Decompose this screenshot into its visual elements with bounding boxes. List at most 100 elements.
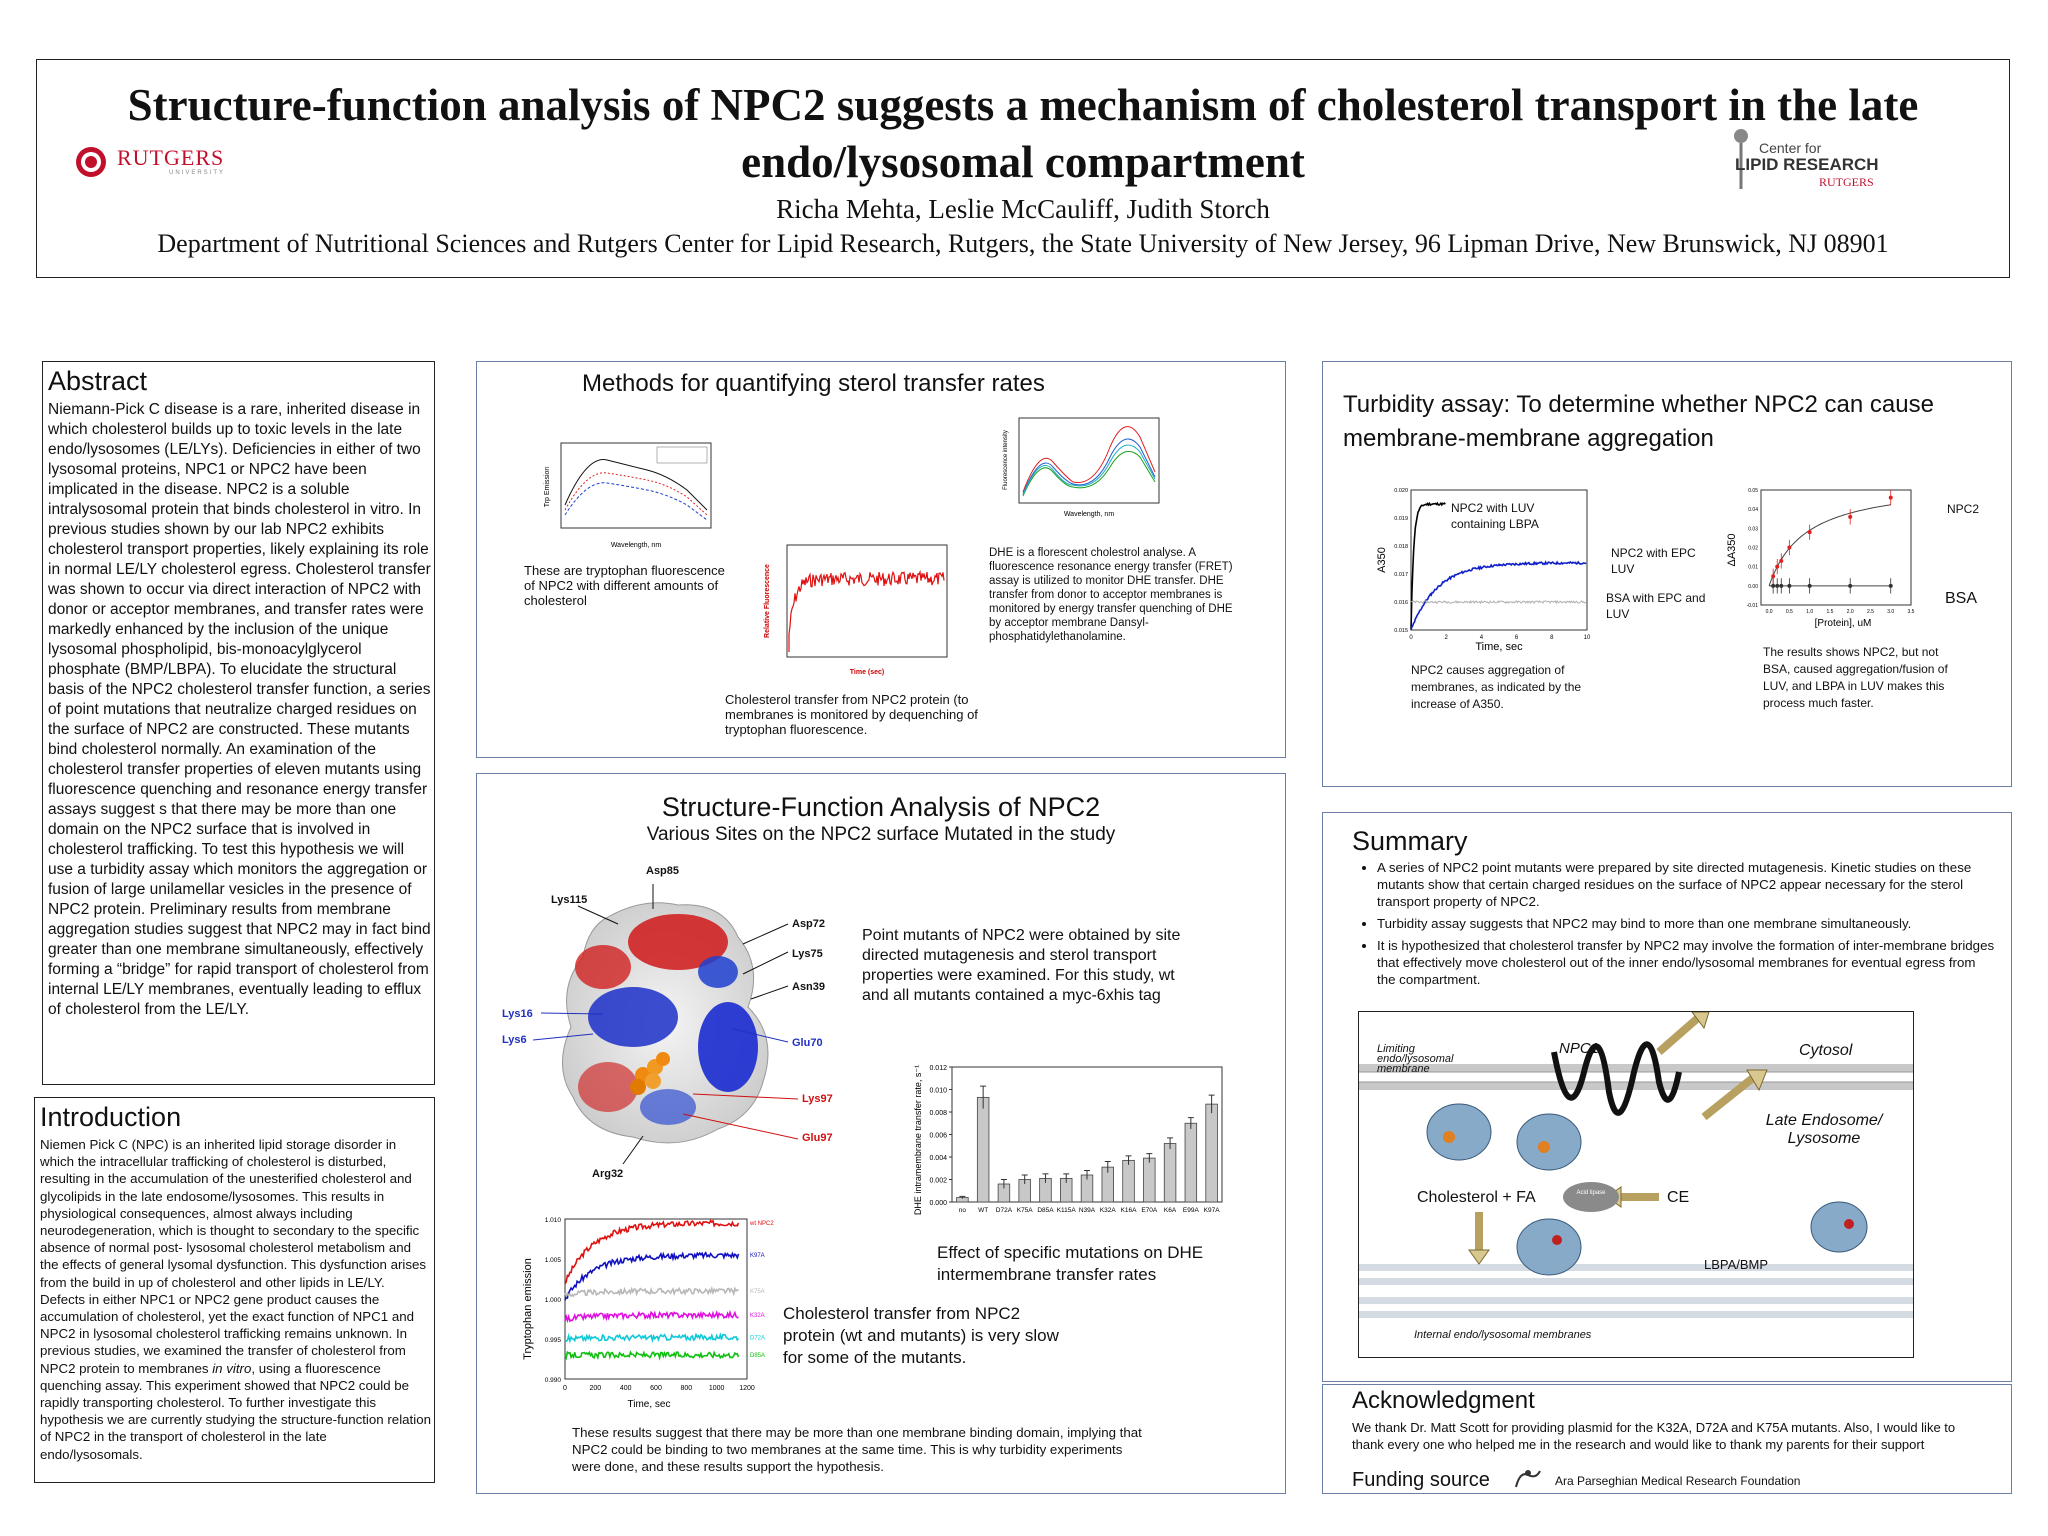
- kin-xtick-label: 600: [650, 1385, 662, 1392]
- cholesterol-ligand: [630, 1052, 670, 1095]
- acid-lipase-blob: [1563, 1182, 1619, 1212]
- trp-spectrum-2: [564, 472, 708, 516]
- point-BSA: [1771, 583, 1776, 588]
- turb-left-xtick: 6: [1515, 635, 1519, 641]
- surface-red-patch-1: [628, 914, 728, 970]
- turb-right-ytick: 0.03: [1748, 526, 1758, 532]
- trp-spectrum-1: [564, 459, 708, 511]
- authors: Richa Mehta, Leslie McCauliff, Judith St…: [776, 194, 1270, 224]
- turb-left-ytick: 0.015: [1394, 628, 1408, 634]
- turb-right-xtick: 0.5: [1786, 609, 1793, 615]
- npc2-protein-2: [1516, 1113, 1582, 1171]
- introduction-text: Niemen Pick C (NPC) is an inherited lipi…: [40, 1136, 432, 1463]
- turb-left-xtick: 2: [1445, 635, 1449, 641]
- turb-right-xtick: 3.5: [1908, 609, 1915, 615]
- transfer-trace: [788, 569, 945, 652]
- dhe-caption: DHE is a florescent cholestrol analyse. …: [989, 547, 1233, 643]
- label-bsa: BSA with EPC and LUV: [1606, 591, 1706, 621]
- residue-label-glu70: Glu70: [792, 1036, 823, 1050]
- turb-right-ytick: 0.02: [1748, 546, 1758, 552]
- pin-icon: [1734, 129, 1748, 189]
- turb-right-xtick: 0.0: [1766, 609, 1773, 615]
- introduction-box: Introduction Niemen Pick C (NPC) is an i…: [34, 1097, 435, 1483]
- turb-left-ytick: 0.016: [1394, 600, 1408, 606]
- trp-spectrum-3: [564, 482, 708, 521]
- npc2-protein-1: [1426, 1103, 1492, 1161]
- bar-ytick-label: 0.002: [929, 1178, 947, 1185]
- glu70-text: Glu70: [792, 1037, 823, 1049]
- dhe-xlabel: Wavelength, nm: [1064, 511, 1114, 518]
- trp-caption: These are tryptophan fluorescence of NPC…: [524, 563, 725, 608]
- summary-box: Summary A series of NPC2 point mutants w…: [1322, 812, 2012, 1382]
- point-BSA: [1888, 583, 1893, 588]
- lipid-research-logo: Center for LIPID RESEARCH RUTGERS: [1727, 126, 1907, 196]
- acknowledgment-box: Acknowledgment We thank Dr. Matt Scott f…: [1322, 1384, 2012, 1494]
- diag-npc1: NPC1: [1559, 1040, 1600, 1057]
- kin-xtick-label: 800: [680, 1385, 692, 1392]
- transfer-kinetics-chart: Time (sec) Relative Fluorescence: [764, 544, 948, 676]
- internal-membranes: [1359, 1264, 1913, 1318]
- structure-box: Structure-Function Analysis of NPC2 Vari…: [476, 773, 1286, 1494]
- bar-K6A: [1163, 1143, 1177, 1203]
- turb-left-series-2: [1410, 599, 1587, 605]
- diag-chol-fa: Cholesterol + FA: [1417, 1189, 1536, 1206]
- rutgers-seal-icon: [76, 147, 106, 177]
- poster-title-line2: endo/lysosomal compartment: [741, 137, 1305, 187]
- residue-label-glu97: Glu97: [802, 1131, 833, 1145]
- lys16-text: Lys16: [502, 1008, 533, 1020]
- summary-bullet-1: A series of NPC2 point mutants were prep…: [1377, 859, 1995, 910]
- header-box: Structure-function analysis of NPC2 sugg…: [36, 59, 2010, 278]
- intro-text-italic: in vitro: [212, 1360, 252, 1376]
- point-NPC2: [1848, 514, 1853, 519]
- affiliation: Department of Nutritional Sciences and R…: [157, 229, 1889, 258]
- kinetics-caption: Cholesterol transfer from NPC2 protein (…: [783, 1304, 1059, 1367]
- lys115-text: Lys115: [551, 894, 588, 906]
- bar-WT: [976, 1096, 990, 1203]
- turb-right-ytick: 0.05: [1748, 488, 1758, 494]
- structure-subtitle: Various Sites on the NPC2 surface Mutate…: [646, 824, 1116, 845]
- trp-ylabel: Trp Emission: [544, 467, 551, 508]
- diag-cytosol: Cytosol: [1799, 1042, 1853, 1059]
- summary-bullet-2: Turbidity assay suggests that NPC2 may b…: [1377, 915, 1995, 932]
- turb-left-ytick: 0.017: [1394, 572, 1408, 578]
- diag-acid-lipase: Acid lipase: [1576, 1190, 1606, 1196]
- trp-emission-chart: Wavelength, nm Trp Emission: [544, 442, 712, 549]
- turb-left-ytick: 0.018: [1394, 544, 1408, 550]
- turb-right-ylabel: ΔA350: [1726, 533, 1738, 566]
- kin-series-K97A: [564, 1251, 740, 1301]
- npc2-surface-structure: [562, 902, 769, 1144]
- intro-text-a: Niemen Pick C (NPC) is an inherited lipi…: [40, 1137, 427, 1376]
- point-mutants-text: Point mutants of NPC2 were obtained by s…: [862, 927, 1181, 1004]
- bar-category-label: D72A: [996, 1207, 1013, 1214]
- turb-right-ytick: -0.01: [1747, 603, 1759, 609]
- transfer-xlabel: Time (sec): [850, 669, 885, 676]
- introduction-title: Introduction: [40, 1102, 182, 1132]
- bar-category-label: K97A: [1204, 1207, 1221, 1214]
- kin-xlabel: Time, sec: [628, 1399, 671, 1410]
- kin-series-K75A: [564, 1285, 739, 1298]
- kin-ytick-label: 0.990: [545, 1377, 562, 1384]
- turb-left-xtick: 4: [1480, 635, 1484, 641]
- asp72-text: Asp72: [792, 918, 826, 930]
- npc2-protein-3: [1516, 1218, 1582, 1276]
- arrow-head-1: [1691, 1012, 1710, 1030]
- turb-right-ytick: 0.04: [1748, 507, 1758, 513]
- diag-late-endosome: Late Endosome/ Lysosome: [1765, 1112, 1883, 1147]
- label-lbpa: NPC2 with LUV containing LBPA: [1451, 501, 1539, 531]
- turb-left-xtick: 0: [1409, 635, 1413, 641]
- funding-org: Ara Parseghian Medical Research Foundati…: [1555, 1474, 1801, 1488]
- residue-label-lys75: Lys75: [792, 947, 823, 961]
- point-BSA: [1787, 583, 1792, 588]
- kin-legend-label: K97A: [750, 1253, 765, 1259]
- turb-left-ylabel: A350: [1376, 547, 1388, 573]
- summary-title: Summary: [1352, 826, 1468, 856]
- point-NPC2: [1771, 574, 1776, 579]
- residue-label-lys115: Lys115: [551, 893, 587, 907]
- surface-blue-patch-4: [640, 1089, 696, 1125]
- bar-caption: Effect of specific mutations on DHE inte…: [937, 1243, 1204, 1284]
- turbidity-dose-chart: [Protein], uM ΔA350 -0.01 0.00 0.01 0.02 0.0…: [1726, 488, 1915, 629]
- transfer-caption: Cholesterol transfer from NPC2 protein (…: [725, 692, 978, 737]
- turb-left-caption: NPC2 causes aggregation of membranes, as…: [1411, 663, 1582, 711]
- methods-box: Methods for quantifying sterol transfer …: [476, 361, 1286, 758]
- bar-category-label: K115A: [1057, 1207, 1077, 1214]
